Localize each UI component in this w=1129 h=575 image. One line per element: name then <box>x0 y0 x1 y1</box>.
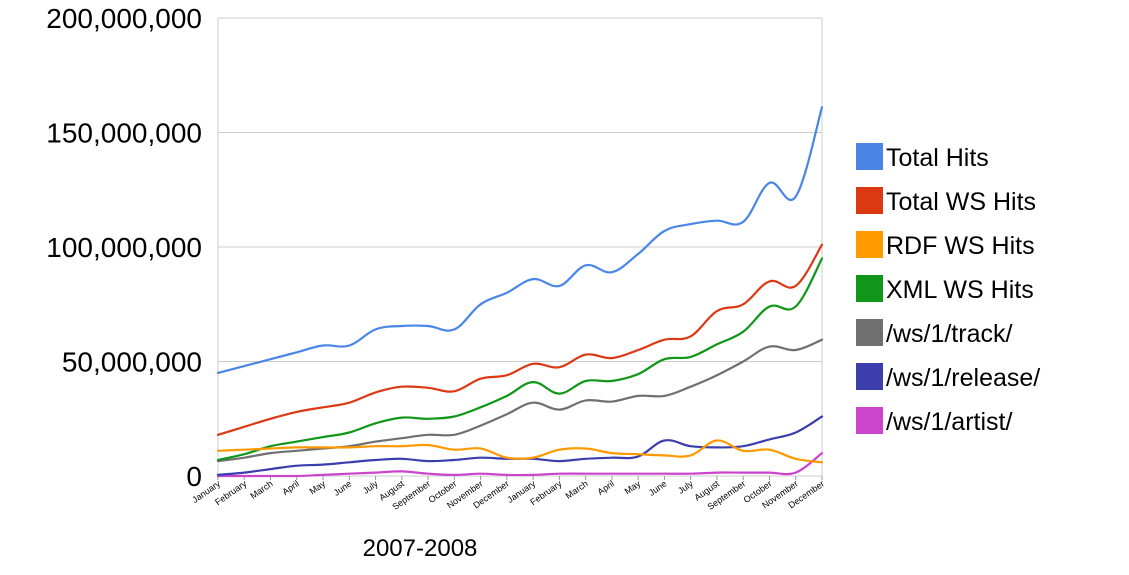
legend-label-ws-1-track: /ws/1/track/ <box>886 320 1012 348</box>
series-lines <box>216 106 824 478</box>
legend-swatch-ws-1-track <box>856 319 883 346</box>
series-line-ws-1-track <box>216 338 824 463</box>
legend: Total Hits Total WS Hits RDF WS Hits XML WS… <box>856 143 1040 436</box>
legend-swatch-rdf-ws-hits <box>856 231 883 258</box>
legend-label-ws-1-artist: /ws/1/artist/ <box>886 408 1012 436</box>
series-line-total-hits <box>216 106 824 374</box>
plot-frame <box>217 18 823 476</box>
series-line-ws-1-artist <box>216 452 824 478</box>
series-line-total-ws-hits <box>216 243 824 436</box>
legend-swatch-ws-1-release <box>856 363 883 390</box>
series-line-xml-ws-hits <box>216 257 824 462</box>
series-line-rdf-ws-hits <box>216 439 824 464</box>
y-tick-label: 0 <box>186 461 202 492</box>
y-tick-label: 50,000,000 <box>62 347 202 378</box>
legend-swatch-total-hits <box>856 143 883 170</box>
legend-label-rdf-ws-hits: RDF WS Hits <box>886 232 1035 260</box>
legend-label-ws-1-release: /ws/1/release/ <box>886 364 1040 392</box>
legend-swatch-xml-ws-hits <box>856 275 883 302</box>
y-tick-label: 200,000,000 <box>46 3 202 34</box>
y-axis-ticks: 0 50,000,000 100,000,000 150,000,000 200,000… <box>46 3 202 492</box>
x-axis-label: 2007-2008 <box>363 535 478 562</box>
legend-label-xml-ws-hits: XML WS Hits <box>886 276 1034 304</box>
legend-swatch-total-ws-hits <box>856 187 883 214</box>
y-tick-label: 150,000,000 <box>46 118 202 149</box>
legend-swatch-ws-1-artist <box>856 407 883 434</box>
legend-label-total-hits: Total Hits <box>886 144 989 172</box>
legend-label-total-ws-hits: Total WS Hits <box>886 188 1036 216</box>
y-tick-label: 100,000,000 <box>46 232 202 263</box>
